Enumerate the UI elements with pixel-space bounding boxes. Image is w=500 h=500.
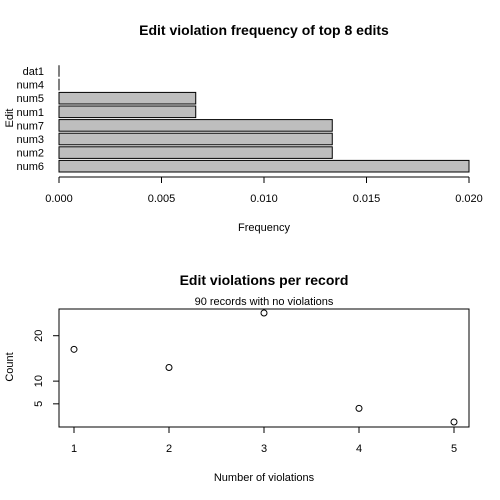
bar-x-tick-label: 0.020 bbox=[455, 193, 483, 205]
bar-num6 bbox=[58, 159, 470, 173]
scatter-points bbox=[70, 309, 458, 426]
bar-num5 bbox=[58, 91, 197, 105]
bar-x-tick-label: 0.010 bbox=[250, 193, 278, 205]
bar-chart-title: Edit violation frequency of top 8 edits bbox=[139, 22, 389, 38]
scatter-x-tick-label: 3 bbox=[261, 443, 267, 455]
bar-x-tick-label: 0.005 bbox=[148, 193, 176, 205]
scatter-y-tick-label: 5 bbox=[33, 401, 45, 407]
bar-chart: Edit violation frequency of top 8 edits … bbox=[4, 22, 483, 234]
scatter-chart-subtitle: 90 records with no violations bbox=[195, 296, 334, 308]
scatter-plot-frame bbox=[58, 308, 470, 428]
scatter-x-tick-label: 1 bbox=[71, 443, 77, 455]
scatter-point bbox=[260, 309, 268, 317]
scatter-y-tick-label: 10 bbox=[33, 375, 45, 387]
scatter-x-axis: 1 2 3 4 5 bbox=[71, 426, 457, 455]
bar-num3 bbox=[58, 132, 333, 146]
scatter-point bbox=[355, 404, 363, 412]
bar-x-tick-label: 0.000 bbox=[45, 193, 73, 205]
scatter-x-tick-label: 4 bbox=[356, 443, 362, 455]
scatter-x-tick-label: 2 bbox=[166, 443, 172, 455]
bar-x-tick-label: 0.015 bbox=[353, 193, 381, 205]
scatter-point bbox=[70, 345, 78, 353]
bar-num7 bbox=[58, 119, 333, 132]
bar-category-label: num6 bbox=[16, 161, 44, 173]
bar-category-label: num7 bbox=[16, 120, 44, 132]
bar-category-label: num2 bbox=[16, 148, 44, 160]
scatter-x-axis-label: Number of violations bbox=[214, 472, 315, 484]
bar-num1 bbox=[58, 105, 197, 119]
scatter-y-axis-label: Count bbox=[4, 352, 16, 381]
bar-x-axis-label: Frequency bbox=[238, 222, 290, 234]
scatter-chart-title: Edit violations per record bbox=[180, 272, 349, 288]
scatter-point bbox=[450, 418, 458, 426]
bar-num2 bbox=[58, 146, 333, 159]
bar-category-label: dat1 bbox=[23, 66, 44, 78]
bar-category-label: num5 bbox=[16, 93, 44, 105]
scatter-x-tick-label: 5 bbox=[451, 443, 457, 455]
bar-group bbox=[58, 65, 470, 173]
bar-category-label: num3 bbox=[16, 134, 44, 146]
bar-y-axis-label: Edit bbox=[4, 109, 16, 128]
scatter-y-tick-label: 20 bbox=[33, 330, 45, 342]
bar-category-label: num1 bbox=[16, 107, 44, 119]
bar-x-axis: 0.000 0.005 0.010 0.015 0.020 bbox=[45, 176, 483, 205]
scatter-point bbox=[165, 364, 173, 371]
scatter-y-axis: 5 10 20 bbox=[33, 330, 60, 407]
bar-category-label: num4 bbox=[16, 80, 44, 92]
scatter-chart: Edit violations per record 90 records wi… bbox=[4, 272, 470, 484]
